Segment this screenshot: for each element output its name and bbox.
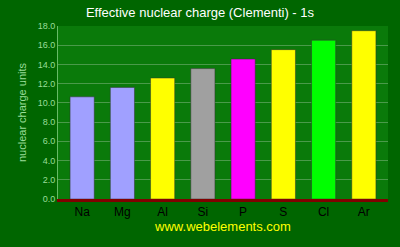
svg-text:12.0: 12.0 — [38, 79, 56, 89]
svg-text:Mg: Mg — [114, 205, 131, 219]
svg-text:nuclear charge units: nuclear charge units — [16, 62, 28, 162]
svg-text:Ar: Ar — [358, 205, 370, 219]
svg-text:10.0: 10.0 — [38, 98, 56, 108]
svg-text:Na: Na — [74, 205, 90, 219]
svg-text:S: S — [279, 205, 287, 219]
svg-text:P: P — [239, 205, 247, 219]
svg-text:Cl: Cl — [318, 205, 329, 219]
svg-text:2.0: 2.0 — [43, 175, 56, 185]
svg-text:Effective nuclear charge (Clem: Effective nuclear charge (Clementi) - 1s — [86, 5, 315, 20]
svg-text:0.0: 0.0 — [43, 194, 56, 204]
svg-text:8.0: 8.0 — [43, 117, 56, 127]
svg-text:18.0: 18.0 — [38, 21, 56, 31]
svg-text:Al: Al — [157, 205, 168, 219]
svg-text:www.webelements.com: www.webelements.com — [154, 219, 291, 234]
svg-text:4.0: 4.0 — [43, 156, 56, 166]
svg-text:6.0: 6.0 — [43, 136, 56, 146]
svg-text:Si: Si — [198, 205, 209, 219]
svg-text:14.0: 14.0 — [38, 60, 56, 70]
svg-text:16.0: 16.0 — [38, 40, 56, 50]
